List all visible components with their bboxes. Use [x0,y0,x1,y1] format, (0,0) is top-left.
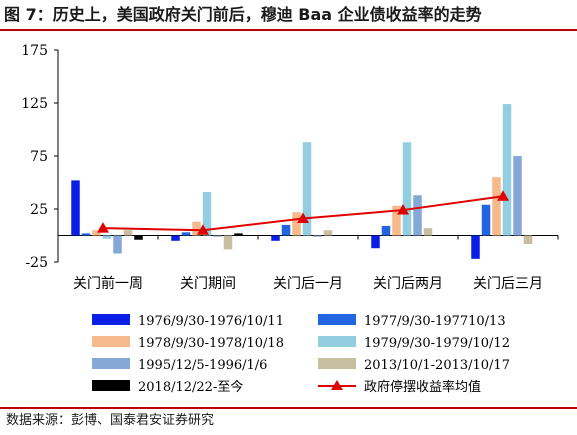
bar [313,235,322,237]
y-tick-label: 25 [30,202,48,218]
bar [492,177,501,236]
legend-label: 1977/9/30-197710/13 [364,314,506,329]
average-marker [297,212,309,224]
bar [202,192,212,236]
bar [413,195,422,236]
chart: -25 25 75 125 175 关门前一周 关门期间 关门后一月 关门后两月 关门后三月 19… [21,43,559,395]
bar [134,235,143,240]
bar [502,104,512,236]
bar [81,233,91,236]
bar [371,235,380,249]
bar [323,230,333,236]
source-note: 数据来源：彭博、国泰君安证券研究 [6,413,215,428]
x-category-label: 关门期间 [180,276,236,292]
legend-label: 2013/10/1-2013/10/17 [364,358,510,373]
axes: -25 25 75 125 175 关门前一周 关门期间 关门后一月 关门后两月 关门后三月 [21,43,559,292]
x-category-label: 关门后两月 [373,276,443,292]
legend-label: 1995/12/5-1996/1/6 [138,358,267,373]
source-divider [0,407,577,409]
average-marker [97,222,109,233]
bar [234,233,243,236]
legend-swatch [318,314,356,325]
legend-swatch [318,336,356,347]
average-marker [497,190,509,201]
average-line [97,190,509,235]
y-tick-label: 75 [30,149,48,165]
bar [123,230,133,236]
bar [113,235,122,254]
legend-label: 1979/9/30-1979/10/12 [364,336,510,351]
legend-swatch [92,380,130,391]
legend-swatch [92,336,130,347]
bar [292,212,301,236]
bar [223,235,233,250]
x-category-label: 关门后一月 [273,276,343,292]
chart-title: 图 7：历史上，美国政府关门前后，穆迪 Baa 企业债收益率的走势 [4,5,482,24]
bar [302,142,312,236]
bar [213,235,222,237]
y-tick-label: 175 [21,43,48,59]
bar [392,205,401,236]
bar [481,204,491,236]
y-tick-label: -25 [25,255,48,271]
bar [271,235,280,241]
bar [92,230,101,236]
title-divider [0,29,577,31]
bar [171,235,180,241]
legend-swatch [92,358,130,369]
bar [513,156,522,236]
legend-label: 1976/9/30-1976/10/11 [138,314,284,329]
legend: 1976/9/30-1976/10/11 1977/9/30-197710/13 1… [92,314,510,395]
legend-swatch [318,358,356,369]
bars [71,104,533,259]
bar [181,232,191,236]
legend-marker [331,380,343,390]
bar [471,235,480,259]
bar [423,228,433,236]
legend-label: 1978/9/30-1978/10/18 [138,336,284,351]
legend-swatch [92,314,130,325]
x-category-label: 关门后三月 [473,276,543,292]
bar [71,180,80,236]
y-tick-label: 125 [21,96,48,112]
bar [281,224,291,236]
bar [192,221,201,236]
bar [523,235,533,244]
average-marker [397,204,409,215]
bar [102,235,112,239]
bar [381,225,391,236]
legend-label: 2018/12/22-至今 [138,379,243,395]
average-marker [197,224,209,235]
bar [402,142,412,236]
legend-label: 政府停摆收益率均值 [364,379,481,395]
x-category-label: 关门前一周 [73,275,143,292]
